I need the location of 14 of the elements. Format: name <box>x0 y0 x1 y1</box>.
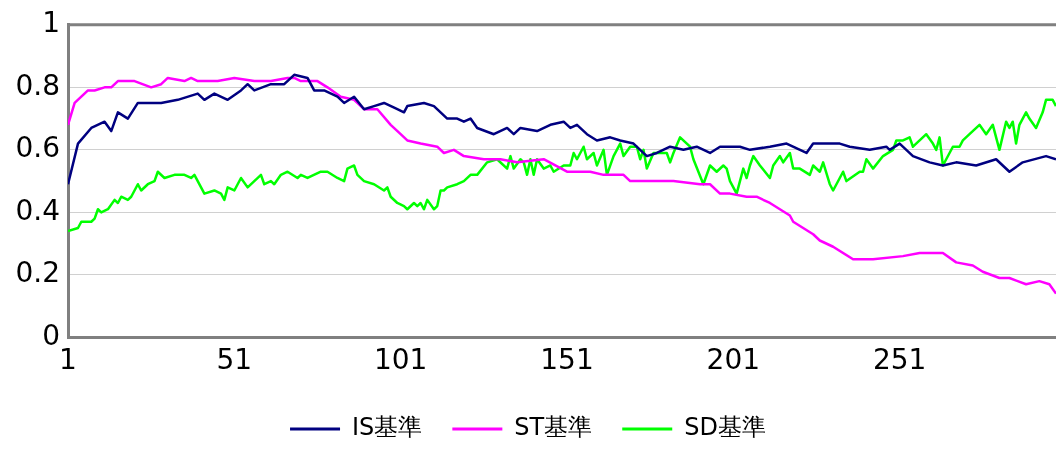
legend-label: IS基準 <box>352 413 423 442</box>
x-tick-label: 201 <box>706 343 761 377</box>
legend-label: SD基準 <box>684 413 766 442</box>
y-tick-label: 0.2 <box>15 256 60 290</box>
x-tick-label: 151 <box>540 343 594 377</box>
y-tick-label: 0.8 <box>15 68 60 102</box>
y-tick-label: 1 <box>42 6 60 40</box>
legend-label: ST基準 <box>514 413 593 442</box>
x-tick-label: 251 <box>872 343 927 377</box>
y-tick-label: 0 <box>42 318 60 352</box>
x-tick-label: 51 <box>216 343 253 377</box>
y-tick-label: 0.4 <box>15 193 60 227</box>
y-tick-label: 0.6 <box>15 131 60 165</box>
x-tick-label: 101 <box>373 343 428 377</box>
